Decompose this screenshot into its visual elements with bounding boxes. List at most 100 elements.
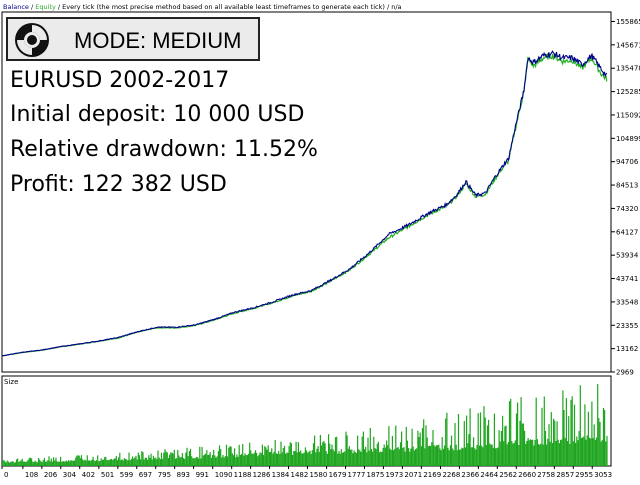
- volume-bar: [304, 447, 306, 466]
- volume-bar: [316, 448, 318, 466]
- y-tick-label-11: 115092: [616, 111, 640, 119]
- volume-bar: [600, 441, 602, 466]
- volume-bar: [186, 447, 188, 466]
- volume-bar: [347, 448, 349, 466]
- volume-bar: [18, 462, 20, 466]
- volume-bar: [594, 439, 596, 466]
- volume-bar: [106, 460, 108, 466]
- volume-bar: [256, 452, 258, 466]
- volume-panel-title: Size: [4, 378, 19, 386]
- volume-bar: [173, 449, 175, 466]
- volume-bar: [131, 456, 134, 466]
- volume-bar: [12, 461, 14, 466]
- volume-bar: [111, 458, 113, 466]
- x-tick-label-5: 501: [101, 471, 114, 479]
- volume-bar: [201, 447, 203, 466]
- x-tick-label-20: 1973: [385, 471, 403, 479]
- volume-bar: [63, 461, 65, 466]
- volume-bar: [502, 415, 504, 466]
- volume-bar: [129, 460, 131, 466]
- volume-bar: [452, 448, 454, 466]
- volume-bar: [13, 462, 15, 466]
- volume-bar: [410, 448, 412, 466]
- volume-bar: [555, 441, 557, 466]
- volume-bar: [42, 460, 44, 466]
- volume-bar: [401, 431, 403, 466]
- volume-bar: [416, 448, 418, 466]
- volume-bar: [576, 436, 578, 466]
- volume-bar: [445, 418, 447, 466]
- x-tick-label-6: 599: [120, 471, 133, 479]
- y-tick-label-5: 53934: [616, 252, 639, 260]
- y-tick-label-0: 2969: [616, 369, 634, 377]
- volume-bar: [235, 457, 237, 466]
- volume-bar: [394, 448, 396, 466]
- volume-bar: [27, 459, 29, 466]
- volume-bar: [238, 444, 240, 466]
- volume-bar: [541, 407, 543, 466]
- mode-badge: MODE: MEDIUM: [6, 17, 260, 61]
- volume-bar: [40, 461, 42, 466]
- volume-bar: [77, 455, 79, 466]
- volume-bar: [253, 452, 255, 466]
- volume-bar: [296, 452, 298, 466]
- x-tick-label-30: 2955: [575, 471, 593, 479]
- volume-bar: [504, 426, 506, 466]
- volume-bar: [450, 435, 453, 466]
- volume-bar: [247, 453, 250, 466]
- volume-bar: [579, 385, 581, 466]
- volume-bar: [236, 454, 238, 466]
- x-tick-label-25: 2464: [480, 471, 498, 479]
- volume-bar: [496, 448, 498, 466]
- volume-bar: [441, 437, 443, 466]
- volume-bar: [362, 431, 364, 466]
- volume-bar: [354, 452, 356, 466]
- volume-bar: [418, 437, 420, 466]
- volume-bar: [31, 458, 33, 466]
- volume-bar: [565, 398, 567, 466]
- volume-bar: [189, 448, 192, 466]
- volume-bar: [15, 459, 18, 466]
- volume-bar: [209, 452, 211, 466]
- volume-bar: [321, 445, 323, 466]
- volume-bar: [112, 460, 114, 466]
- volume-bar: [178, 455, 180, 466]
- volume-bar: [49, 461, 51, 466]
- volume-bar: [531, 439, 533, 466]
- volume-bar: [159, 459, 161, 466]
- volume-bar: [46, 461, 48, 466]
- volume-bar: [290, 443, 292, 466]
- volume-bar: [539, 444, 541, 466]
- volume-bar: [373, 436, 375, 466]
- volume-bar: [517, 402, 519, 466]
- volume-bar: [527, 438, 529, 466]
- volume-bar: [116, 460, 118, 466]
- volume-bar: [179, 457, 181, 466]
- volume-bar: [276, 453, 279, 466]
- volume-bar: [583, 436, 585, 466]
- volume-bar: [426, 437, 428, 466]
- volume-bar: [404, 451, 406, 466]
- volume-bar: [194, 458, 196, 466]
- volume-bar: [382, 447, 384, 466]
- volume-bar: [271, 448, 273, 466]
- volume-bar: [351, 449, 353, 466]
- legend-balance: Balance: [3, 3, 29, 11]
- volume-bar: [366, 452, 368, 466]
- volume-bar: [232, 455, 234, 466]
- volume-bar: [65, 460, 67, 466]
- volume-bar: [5, 462, 7, 466]
- x-tick-label-28: 2758: [537, 471, 555, 479]
- volume-bar: [497, 447, 499, 466]
- volume-bar: [205, 453, 207, 466]
- volume-bar: [283, 445, 286, 466]
- volume-bar: [165, 451, 167, 466]
- y-tick-label-8: 84513: [616, 182, 638, 190]
- volume-bar: [573, 404, 576, 466]
- volume-bar: [389, 448, 391, 466]
- volume-bar: [493, 413, 495, 466]
- volume-bar: [302, 453, 304, 466]
- y-tick-label-10: 104899: [616, 135, 640, 143]
- volume-bar: [102, 459, 105, 466]
- volume-bar: [386, 440, 388, 466]
